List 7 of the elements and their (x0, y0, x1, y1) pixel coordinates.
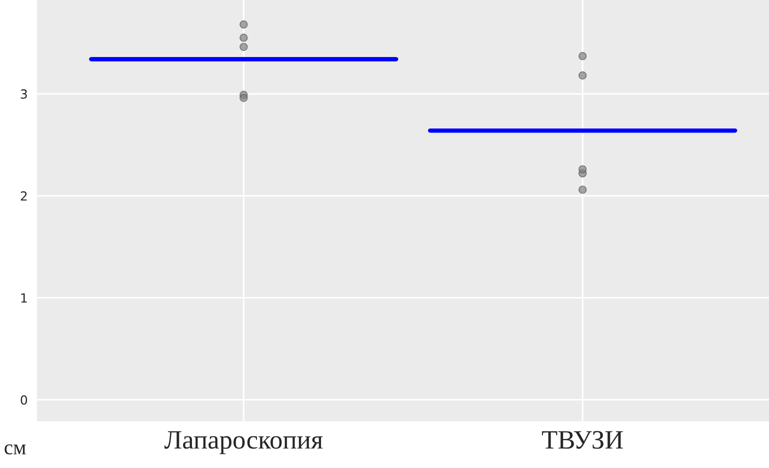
y-tick-label: 0 (20, 395, 28, 405)
y-tick-label: 2 (20, 191, 27, 201)
x-tick-label: ТВУЗИ (542, 431, 623, 449)
y-axis-title: см (4, 444, 26, 454)
y-tick-label: 3 (20, 89, 27, 99)
x-tick-label: Лапароскопия (164, 431, 323, 454)
y-tick-label: 1 (21, 293, 27, 303)
